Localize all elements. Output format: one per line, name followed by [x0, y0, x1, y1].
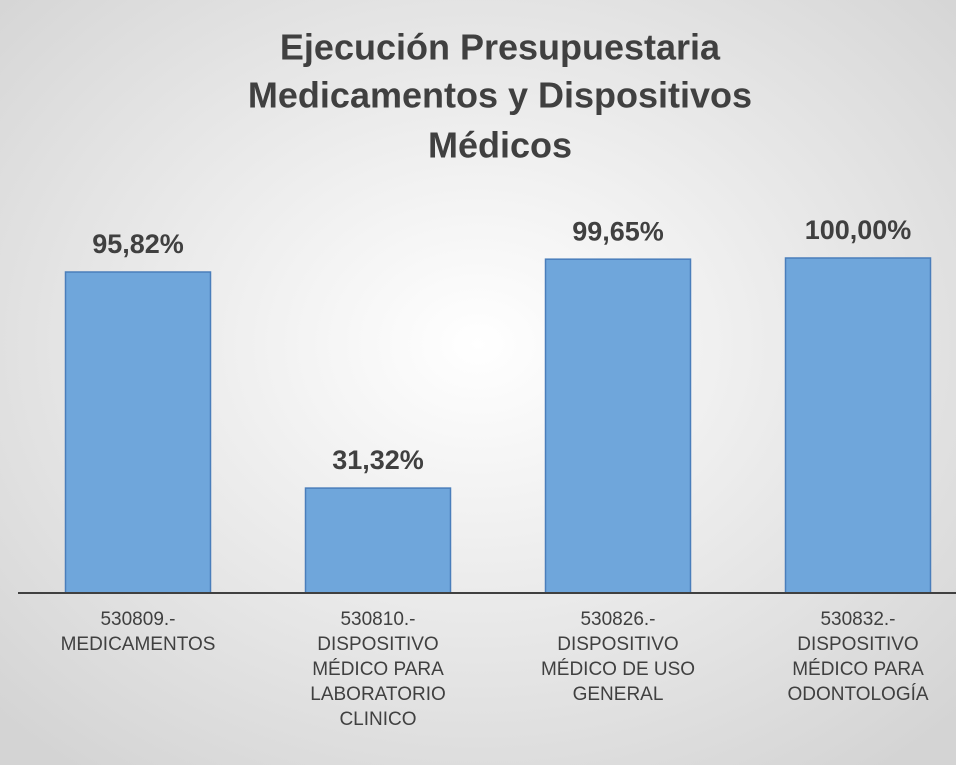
- bar: [304, 487, 452, 594]
- chart-title: Medicamentos y Dispositivos: [248, 75, 752, 116]
- x-tick-label: 530826.-DISPOSITIVO MÉDICO DE USO GENERAL: [541, 609, 695, 705]
- x-tick-label: 530810.-DISPOSITIVO MÉDICO PARA LABORATORI…: [310, 609, 446, 730]
- bar: [784, 257, 932, 594]
- chart-title: Ejecución Presupuestaria: [280, 27, 721, 68]
- bar: [64, 271, 212, 594]
- bar: [544, 258, 692, 594]
- data-label: 100,00%: [805, 215, 912, 245]
- data-label: 31,32%: [332, 445, 424, 475]
- chart-title: Médicos: [428, 125, 572, 166]
- x-tick-label: 530809.-MEDICAMENTOS: [61, 609, 216, 655]
- data-label: 95,82%: [92, 229, 184, 259]
- data-label: 99,65%: [572, 216, 664, 246]
- x-tick-label: 530832.-DISPOSITIVO MÉDICO PARA ODONTOLOGÍ…: [787, 609, 928, 705]
